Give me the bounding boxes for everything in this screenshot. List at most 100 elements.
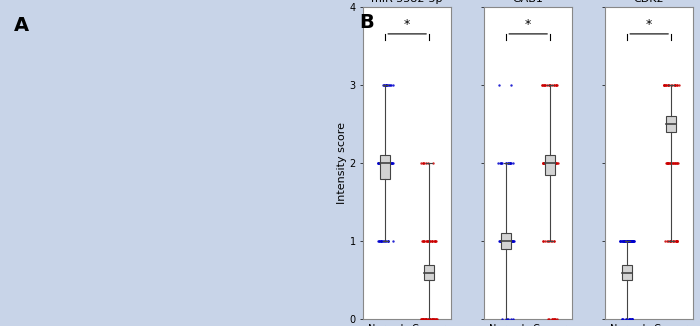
Point [625,317,636,322]
Point [628,239,639,244]
Point [498,239,509,244]
Point [416,239,427,244]
Point [671,239,682,244]
Point [537,82,548,87]
Point [537,82,548,87]
Point [379,239,391,244]
Point [671,239,682,244]
Point [380,82,391,87]
Text: *: * [404,18,410,31]
Point [542,317,554,322]
Point [418,160,429,166]
Point [497,317,508,322]
Point [420,317,431,322]
Point [662,160,673,166]
Point [623,239,634,244]
Point [548,82,559,87]
Point [626,317,637,322]
Point [623,317,634,322]
Point [382,239,393,244]
Point [382,82,393,87]
Point [629,239,640,244]
Point [624,239,635,244]
Point [375,239,386,244]
Point [380,160,391,166]
Point [508,239,519,244]
Point [493,82,504,87]
Point [420,317,431,322]
Point [671,160,682,166]
Point [382,160,393,166]
Point [380,82,391,87]
Point [549,160,560,166]
Point [421,160,432,166]
Point [429,239,440,244]
Point [662,239,673,244]
Point [627,239,638,244]
Point [622,239,633,244]
Point [546,160,557,166]
Point [542,160,554,166]
Point [496,239,507,244]
Point [673,82,684,87]
Point [618,239,629,244]
Point [505,239,517,244]
Point [499,239,510,244]
Point [420,317,431,322]
Point [548,160,559,166]
Point [383,82,394,87]
Point [620,317,631,322]
Point [539,160,550,166]
Point [381,82,392,87]
Text: *: * [525,18,531,31]
Point [387,239,398,244]
Point [417,317,428,322]
Point [431,317,442,322]
Point [422,239,433,244]
Point [666,160,678,166]
Point [671,239,682,244]
Point [384,160,395,166]
Point [503,160,514,166]
Point [494,239,505,244]
Point [547,317,558,322]
Point [379,160,390,166]
Point [419,239,430,244]
Point [421,317,432,322]
Point [419,239,430,244]
Point [542,82,553,87]
Point [503,160,514,166]
Point [544,82,555,87]
Point [504,160,515,166]
Point [545,82,556,87]
Point [665,239,676,244]
Point [661,82,672,87]
Point [503,239,514,244]
Point [505,239,516,244]
Point [376,239,387,244]
Point [376,160,387,166]
Point [543,239,554,244]
Point [662,82,673,87]
Point [505,160,517,166]
Point [625,239,636,244]
Point [626,317,638,322]
Point [670,160,681,166]
Point [379,160,390,166]
Point [418,239,429,244]
Point [502,239,513,244]
Point [618,239,629,244]
Point [617,239,628,244]
Point [506,239,517,244]
Point [615,239,626,244]
Point [550,82,561,87]
Point [549,160,560,166]
Point [538,160,549,166]
Point [545,239,557,244]
Point [551,160,562,166]
Point [669,82,680,87]
Point [549,160,560,166]
Text: *: * [646,18,652,31]
Point [671,160,682,166]
Point [430,239,441,244]
